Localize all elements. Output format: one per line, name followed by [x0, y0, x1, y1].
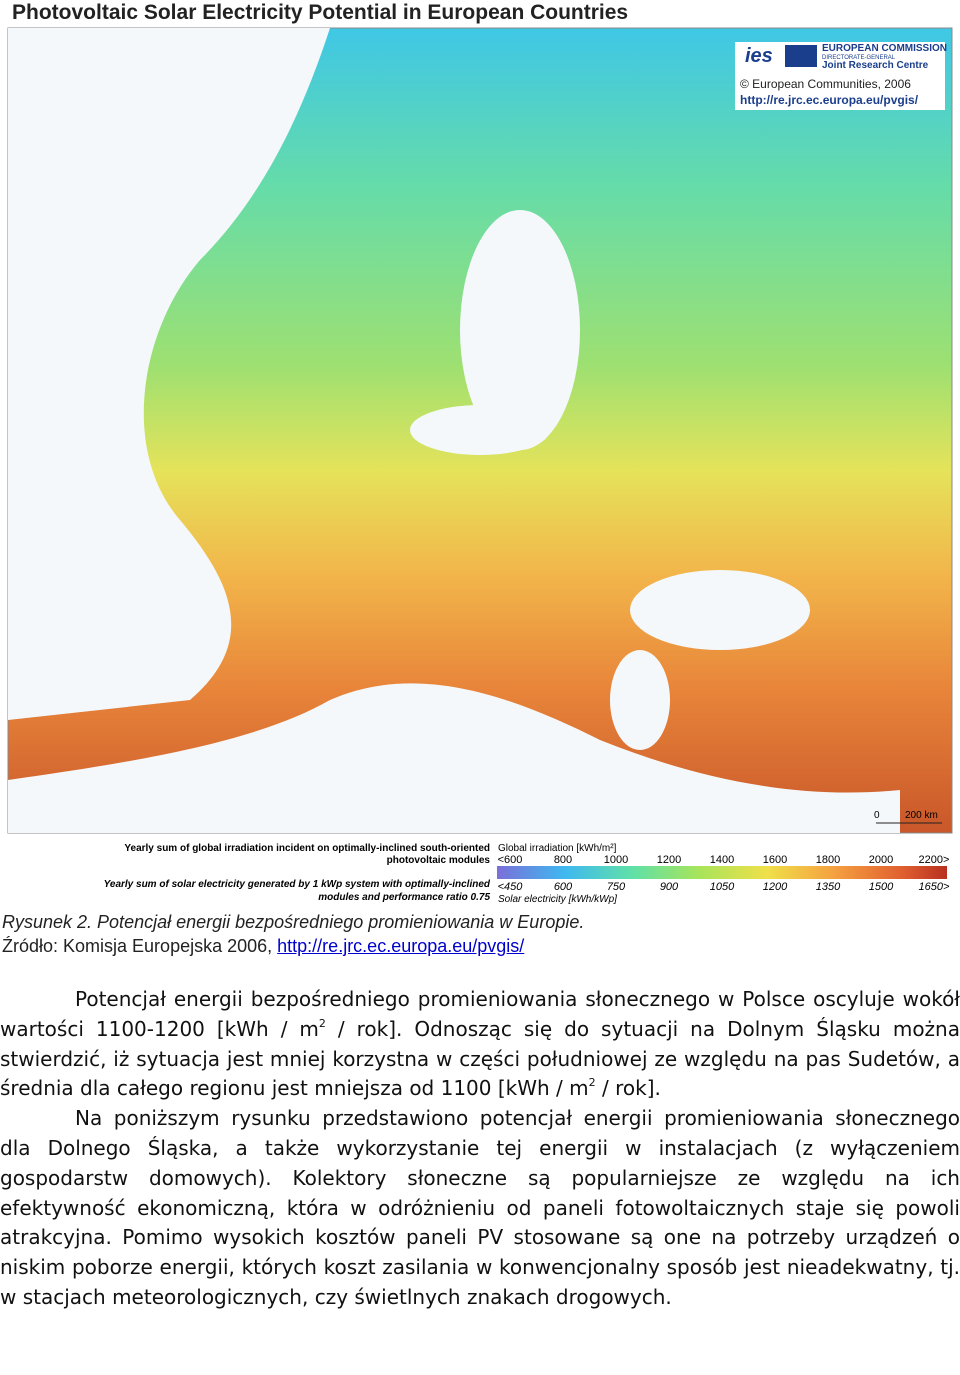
map-title: Photovoltaic Solar Electricity Potential… — [12, 1, 628, 24]
legend-label: 1050 — [710, 881, 735, 893]
legend-title: Global irradiation [kWh/m²] — [498, 843, 617, 854]
legend-label: 1600 — [763, 854, 787, 866]
legend-desc: Yearly sum of global irradiation inciden… — [124, 843, 490, 854]
legend-label: 800 — [554, 854, 572, 866]
text-run: Na poniższym rysunku przedstawiono poten… — [0, 1106, 960, 1309]
ies-logo: ies — [745, 45, 773, 67]
eu-flag — [785, 45, 817, 67]
scale-label: 0 — [874, 810, 880, 821]
logo-box — [735, 42, 945, 110]
legend-label: 1200 — [657, 854, 681, 866]
logo-text: EUROPEAN COMMISSION — [822, 43, 947, 54]
legend-label: 2000 — [869, 854, 893, 866]
paragraph: Potencjał energii bezpośredniego promien… — [0, 985, 960, 1104]
legend-label: 1800 — [816, 854, 840, 866]
legend-title: Solar electricity [kWh/kWp] — [498, 894, 617, 905]
scale-label: 200 km — [905, 810, 938, 821]
legend-label: 600 — [554, 881, 573, 893]
legend-colorbar — [497, 866, 947, 879]
caption: Źródło: Komisja Europejska 2006, http://… — [2, 936, 524, 957]
legend-label: 1400 — [710, 854, 734, 866]
text-run: / rok]. Odnosząc się do sytuacji na Doln… — [0, 1016, 960, 1101]
seas — [8, 28, 900, 833]
logo-text: Joint Research Centre — [822, 60, 929, 71]
caption-source: Źródło: Komisja Europejska 2006, — [2, 936, 278, 956]
text-run: Potencjał energii bezpośredniego promien… — [0, 987, 960, 1041]
paragraph: Na poniższym rysunku przedstawiono poten… — [0, 1104, 960, 1313]
superscript: 2 — [588, 1076, 596, 1090]
legend-desc: Yearly sum of solar electricity generate… — [104, 879, 491, 890]
legend-label: 750 — [607, 881, 626, 893]
map-figure: Photovoltaic Solar Electricity Potential… — [7, 1, 953, 905]
source-link[interactable]: http://re.jrc.ec.europa.eu/pvgis/ — [277, 936, 525, 956]
legend-desc: modules and performance ratio 0.75 — [318, 892, 490, 903]
legend-desc: photovoltaic modules — [387, 855, 491, 866]
caption-text: Rysunek 2. Potencjał energii bezpośredni… — [2, 912, 585, 932]
superscript: 2 — [318, 1016, 326, 1030]
url: http://re.jrc.ec.europa.eu/pvgis/ — [740, 93, 919, 107]
legend-label: <600 — [498, 854, 523, 866]
legend-label: 1350 — [816, 881, 841, 893]
logo-text: DIRECTORATE-GENERAL — [822, 55, 896, 61]
legend-label: 1500 — [869, 881, 894, 893]
caption: Rysunek 2. Potencjał energii bezpośredni… — [2, 912, 584, 933]
legend-label: <450 — [498, 881, 524, 893]
legend-label: 1200 — [763, 881, 788, 893]
legend-label: 1650> — [919, 881, 950, 893]
copyright: © European Communities, 2006 — [740, 77, 911, 91]
text-run: / rok]. — [595, 1076, 661, 1101]
legend-label: 900 — [660, 881, 679, 893]
legend-label: 1000 — [604, 854, 628, 866]
body-text: Potencjał energii bezpośredniego promien… — [0, 985, 960, 1313]
legend-label: 2200> — [919, 854, 950, 866]
